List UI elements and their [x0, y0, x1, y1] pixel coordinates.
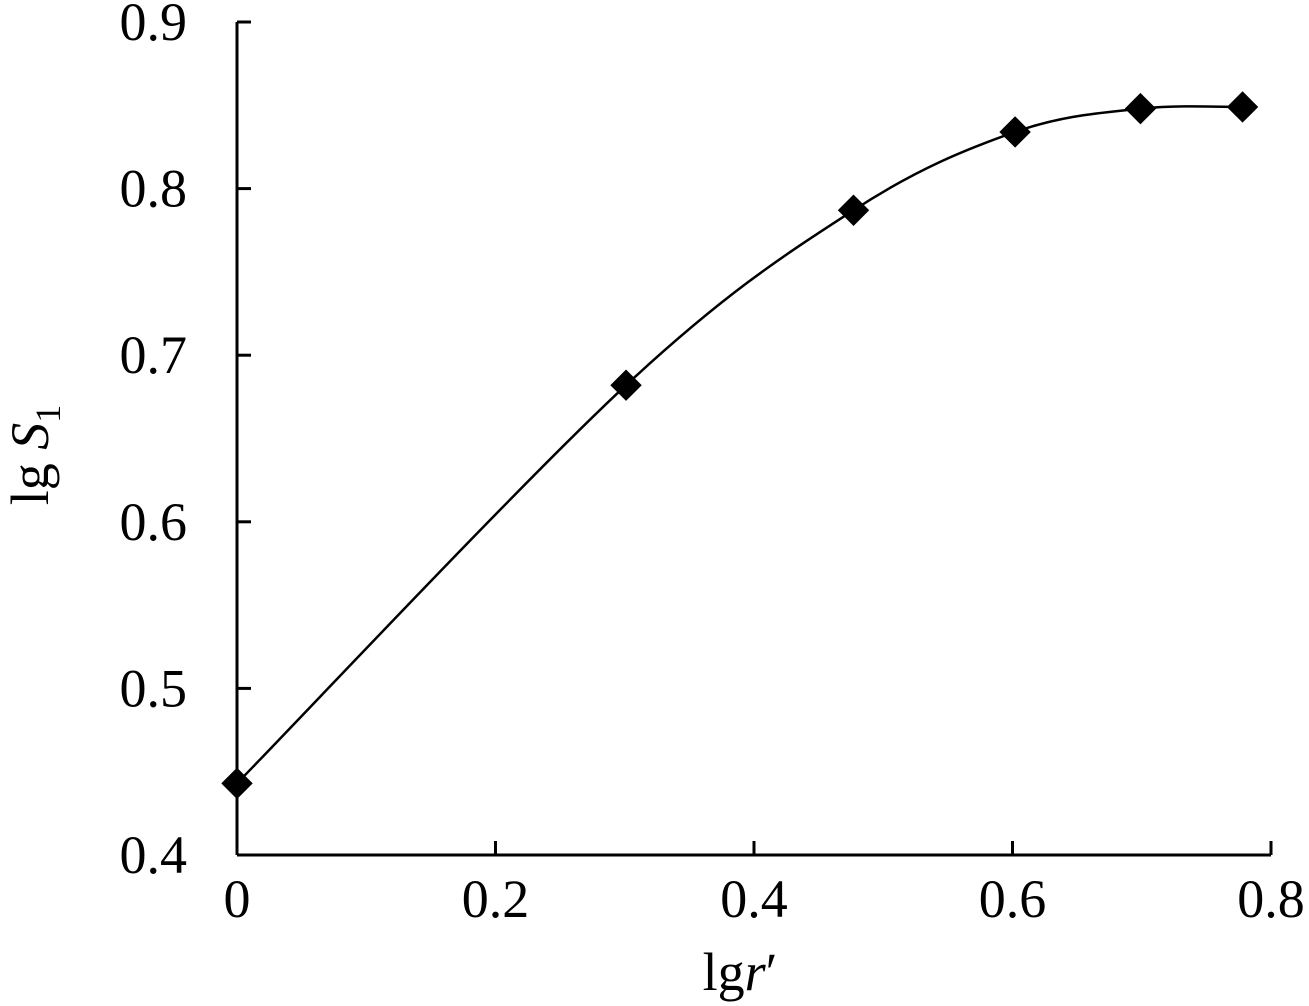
- markers: [221, 91, 1259, 800]
- y-tick-label: 0.6: [120, 492, 188, 552]
- x-axis-title-base: lg: [703, 942, 745, 1002]
- x-axis-title-var: r: [745, 942, 767, 1002]
- series-line: [236, 105, 1243, 785]
- ticks: [235, 20, 1273, 857]
- axes: [235, 22, 1271, 857]
- y-axis-title-sub: 1: [28, 405, 68, 423]
- tick-labels: 0.4 0.5 0.6 0.7 0.8 0.9 0 0.2 0.4 0.6 0.8: [120, 0, 1305, 929]
- y-axis-title-base: lg: [0, 450, 60, 506]
- y-axis-title: lg S1: [0, 405, 68, 506]
- y-tick-label: 0.4: [120, 825, 188, 885]
- data-point-marker: [1124, 92, 1157, 125]
- x-tick-label: 0.6: [979, 869, 1047, 929]
- data-point-marker: [1226, 91, 1259, 123]
- data-point-marker: [221, 767, 253, 800]
- x-tick-label: 0.4: [720, 869, 788, 929]
- x-tick-label: 0.2: [462, 869, 530, 929]
- data-point-marker: [610, 369, 642, 401]
- x-axis-title: lgr′: [703, 942, 778, 1002]
- x-axis-title-prime: ′: [766, 942, 778, 1002]
- x-tick-label: 0: [224, 869, 251, 929]
- y-tick-label: 0.9: [120, 0, 188, 52]
- y-tick-label: 0.8: [120, 159, 188, 219]
- data-point-marker: [837, 194, 870, 226]
- data-point-marker: [999, 116, 1031, 148]
- y-axis-title-var: S: [0, 423, 60, 450]
- y-tick-label: 0.7: [120, 325, 188, 385]
- x-tick-label: 0.8: [1237, 869, 1305, 929]
- y-tick-label: 0.5: [120, 658, 188, 718]
